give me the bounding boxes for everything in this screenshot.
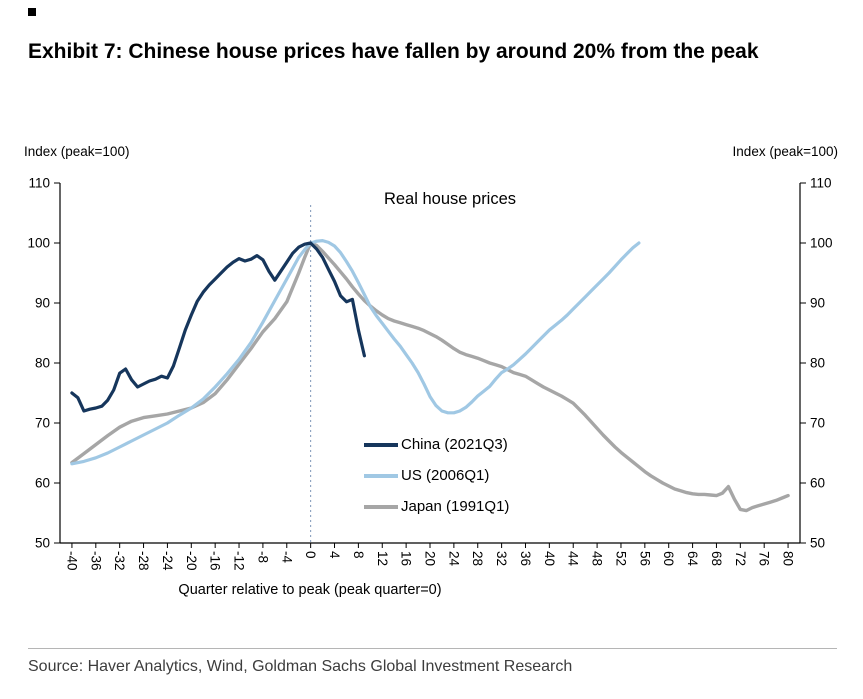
x-tick-label: -36 (88, 551, 103, 571)
x-tick-label: -8 (255, 551, 270, 563)
x-tick-label: 0 (303, 551, 318, 559)
chart-area: Index (peak=100) Index (peak=100) 50 50 60… (0, 138, 863, 616)
x-tick-label: 32 (494, 551, 509, 566)
exhibit-title: Exhibit 7: Chinese house prices have fal… (28, 40, 759, 64)
legend-label: Japan (1991Q1) (401, 498, 510, 515)
x-tick-label: 68 (709, 551, 724, 566)
legend-line-swatch (364, 473, 398, 478)
y-tick-label: 90 (810, 296, 825, 311)
y-tick-label: 60 (35, 476, 50, 491)
y-tick-label: 50 (810, 536, 825, 551)
x-tick-label: 12 (375, 551, 390, 566)
x-tick-label: 36 (518, 551, 533, 566)
x-tick-label: 40 (542, 551, 557, 566)
x-tick-label: 80 (781, 551, 796, 566)
series-line-japan-1991q1 (70, 241, 790, 513)
page-corner-marker (28, 8, 36, 16)
x-tick-label: 28 (470, 551, 485, 566)
x-tick-label: -4 (279, 551, 294, 563)
x-tick-label: -24 (160, 551, 175, 571)
x-tick-label: -32 (112, 551, 127, 571)
x-tick-label: 4 (327, 551, 342, 559)
legend-item: US (2006Q1) (364, 466, 509, 485)
x-axis-title: Quarter relative to peak (peak quarter=0… (178, 582, 442, 598)
series-line-us-2006q1 (70, 238, 641, 466)
y-tick-label: 100 (810, 236, 833, 251)
legend-label: China (2021Q3) (401, 436, 508, 453)
y-tick-label: 110 (810, 176, 832, 191)
x-tick-label: -16 (208, 551, 223, 571)
x-tick-label: 48 (590, 551, 605, 566)
y-tick-label: 100 (27, 236, 50, 251)
y-tick-label: 60 (810, 476, 825, 491)
y-tick-label: 80 (810, 356, 825, 371)
x-tick-label: 16 (399, 551, 414, 566)
x-tick-label: -12 (232, 551, 247, 571)
x-tick-label: 52 (613, 551, 628, 566)
x-tick-label: 76 (757, 551, 772, 566)
source-attribution: Source: Haver Analytics, Wind, Goldman S… (28, 658, 573, 675)
legend-line-swatch (364, 504, 398, 509)
y-tick-label: 70 (810, 416, 825, 431)
y-tick-label: 50 (35, 536, 50, 551)
x-tick-label: -28 (136, 551, 151, 571)
x-tick-label: 60 (661, 551, 676, 566)
y-tick-label: 70 (35, 416, 50, 431)
series-line-china-2021q3 (70, 241, 366, 413)
chart-inner-title: Real house prices (383, 190, 517, 208)
legend-line-swatch (364, 442, 398, 447)
x-tick-label: 8 (351, 551, 366, 559)
y-tick-label: 80 (35, 356, 50, 371)
legend-item: Japan (1991Q1) (364, 497, 509, 516)
x-tick-label: 24 (446, 551, 461, 567)
right-axis-unit-label: Index (peak=100) (732, 144, 838, 159)
footer-divider (28, 648, 837, 649)
legend-label: US (2006Q1) (401, 467, 490, 484)
x-tick-label: 64 (685, 551, 700, 567)
y-tick-label: 90 (35, 296, 50, 311)
x-tick-label: -40 (64, 551, 79, 571)
chart-legend: China (2021Q3) US (2006Q1) Japan (1991Q1) (364, 435, 509, 516)
y-tick-label: 110 (28, 176, 50, 191)
x-tick-label: 56 (637, 551, 652, 566)
x-tick-label: 44 (566, 551, 581, 567)
x-tick-label: 72 (733, 551, 748, 566)
left-axis-unit-label: Index (peak=100) (24, 144, 130, 159)
legend-item: China (2021Q3) (364, 435, 509, 454)
x-tick-label: -20 (184, 551, 199, 571)
x-tick-label: 20 (423, 551, 438, 566)
